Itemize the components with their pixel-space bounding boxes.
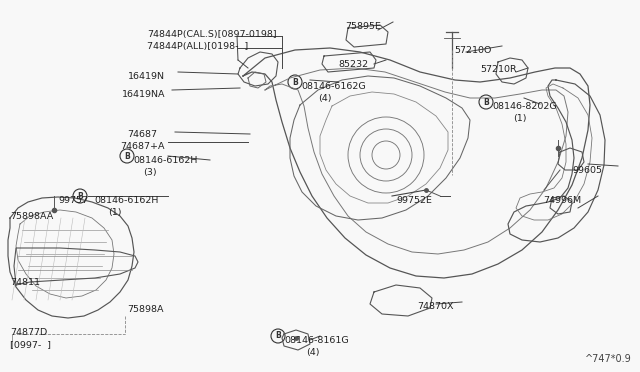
Text: B: B	[483, 97, 489, 106]
Text: 08146-6162H: 08146-6162H	[94, 196, 158, 205]
Text: 16419NA: 16419NA	[122, 90, 166, 99]
Text: 99752E: 99752E	[396, 196, 432, 205]
Text: 99605: 99605	[572, 166, 602, 175]
Text: (1): (1)	[108, 208, 122, 217]
Text: B: B	[77, 192, 83, 201]
Text: 74877D: 74877D	[10, 328, 47, 337]
Text: 57210R: 57210R	[480, 65, 516, 74]
Text: 08146-8161G: 08146-8161G	[284, 336, 349, 345]
Text: 74996M: 74996M	[543, 196, 581, 205]
Text: (4): (4)	[306, 348, 319, 357]
Text: 74811: 74811	[10, 278, 40, 287]
Text: 57210O: 57210O	[454, 46, 492, 55]
Text: 75895E: 75895E	[345, 22, 381, 31]
Text: 16419N: 16419N	[128, 72, 165, 81]
Circle shape	[288, 75, 302, 89]
Text: 74870X: 74870X	[417, 302, 454, 311]
Text: (4): (4)	[318, 94, 332, 103]
Circle shape	[479, 95, 493, 109]
Text: (1): (1)	[513, 114, 527, 123]
Text: B: B	[124, 151, 130, 160]
Text: 75898A: 75898A	[127, 305, 163, 314]
Text: 74844P(CAL.S)[0897-0198]: 74844P(CAL.S)[0897-0198]	[147, 30, 276, 39]
Text: 08146-8202G: 08146-8202G	[492, 102, 557, 111]
Text: ^747*0.9: ^747*0.9	[585, 354, 632, 364]
Text: 08146-6162H: 08146-6162H	[133, 156, 197, 165]
Circle shape	[73, 189, 87, 203]
Circle shape	[271, 329, 285, 343]
Text: 75898AA: 75898AA	[10, 212, 53, 221]
Text: [0997-  ]: [0997- ]	[10, 340, 51, 349]
Text: (3): (3)	[143, 168, 157, 177]
Circle shape	[120, 149, 134, 163]
Text: 85232: 85232	[338, 60, 368, 69]
Text: 74844P(ALL)[0198-  ]: 74844P(ALL)[0198- ]	[147, 42, 248, 51]
Text: B: B	[275, 331, 281, 340]
Text: 74687: 74687	[127, 130, 157, 139]
Text: 08146-6162G: 08146-6162G	[301, 82, 365, 91]
Text: 99757: 99757	[58, 196, 88, 205]
Text: B: B	[292, 77, 298, 87]
Text: 74687+A: 74687+A	[120, 142, 164, 151]
